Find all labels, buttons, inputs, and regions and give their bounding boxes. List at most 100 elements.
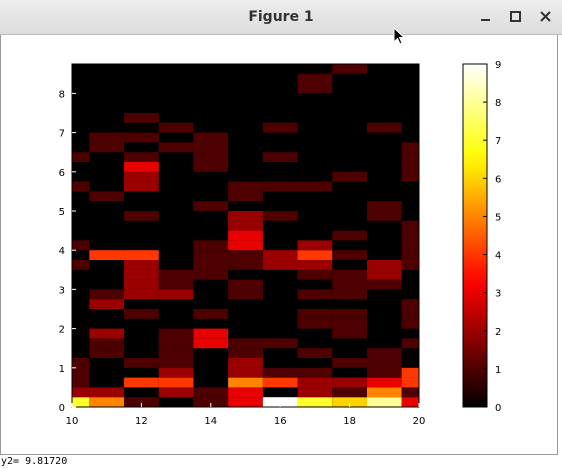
heatmap-cell [228,240,263,250]
heatmap-cell [263,211,298,221]
heatmap-cell [124,250,159,260]
heatmap-cell [228,211,263,221]
heatmap-cell [332,280,367,290]
mouse-pointer-icon [393,27,407,47]
heatmap-cell [228,250,263,260]
heatmap-cell [298,270,333,280]
heatmap-cell [228,280,263,290]
heatmap-cell [89,348,124,358]
colorbar-tick-label: 1 [495,365,501,376]
heatmap-cell [72,182,89,192]
heatmap-cell [159,368,194,378]
heatmap-cell [124,162,159,172]
colorbar-tick-label: 8 [495,98,501,109]
x-tick-label: 18 [343,416,356,427]
heatmap-cell [402,221,419,231]
heatmap-cell [298,84,333,94]
y-tick-label: 0 [59,403,65,414]
heatmap-cell [263,260,298,270]
heatmap-cell [263,182,298,192]
window-border-right [557,35,558,455]
heatmap-cell [124,280,159,290]
y-tick-label: 2 [59,325,65,336]
heatmap-cell [89,299,124,309]
heatmap-cell [193,250,228,260]
close-button[interactable] [533,4,558,29]
heatmap-cell [332,329,367,339]
close-icon [533,4,558,29]
x-tick-label: 12 [135,416,148,427]
y-tick-label: 3 [59,285,65,296]
heatmap-cell [263,250,298,260]
heatmap-cell [89,338,124,348]
minimize-button[interactable] [473,4,498,29]
heatmap-cell [89,289,124,299]
y-tick-label: 5 [59,207,65,218]
heatmap-cell [193,152,228,162]
heatmap-cell [228,221,263,231]
heatmap-cell [72,152,89,162]
heatmap-cell [367,358,402,368]
heatmap-cell [159,289,194,299]
status-readout: y2= 9.81720 [0,455,562,469]
heatmap-cell [159,378,194,388]
heatmap-cell [124,378,159,388]
heatmap-cell [89,329,124,339]
heatmap-cell [193,270,228,280]
heatmap-cell [402,142,419,152]
heatmap-cell [298,182,333,192]
heatmap-cell [193,240,228,250]
figure-canvas[interactable]: 10 12 14 16 18 20 0 1 2 3 4 5 6 7 8 0 1 2 3 4 5 6 7 8 9 [1,35,557,454]
heatmap-cell [228,231,263,241]
maximize-icon [503,4,528,29]
heatmap-cell [402,152,419,162]
heatmap-cell [332,319,367,329]
colorbar-tick-label: 3 [495,289,501,300]
heatmap-cell [332,172,367,182]
y-tick-label: 7 [59,129,65,140]
heatmap-cell [367,378,402,388]
heatmap-cell [193,309,228,319]
maximize-button[interactable] [503,4,528,29]
heatmap-cell [193,133,228,143]
heatmap-cell [263,338,298,348]
colorbar-tick-label: 4 [495,251,501,262]
heatmap-cell [72,378,89,388]
heatmap-cell [298,397,333,407]
heatmap-cell [228,378,263,388]
heatmap-cell [402,338,419,348]
heatmap-cell [298,240,333,250]
y-tick-label: 8 [59,89,65,100]
heatmap-cell [89,142,124,152]
heatmap-cell [402,299,419,309]
heatmap-cell [402,368,419,378]
heatmap-cell [159,270,194,280]
y-tick-label: 1 [59,364,65,375]
heatmap-cell [298,289,333,299]
heatmap-cell [89,387,124,397]
heatmap-cell [159,329,194,339]
colorbar-tick-label: 2 [495,327,501,338]
window-border-left [0,35,1,455]
heatmap-cell [332,64,367,74]
heatmap-cell [332,358,367,368]
heatmap-cell [402,162,419,172]
heatmap-cell [193,338,228,348]
heatmap-cell [402,260,419,270]
heatmap-cell [89,191,124,201]
heatmap-cell [124,309,159,319]
heatmap-cell [72,240,89,250]
heatmap-cell [298,319,333,329]
heatmap-cell [124,260,159,270]
heatmap-cell [72,358,89,368]
heatmap-cell [159,338,194,348]
heatmap-cell [72,387,89,397]
heatmap-cell [402,172,419,182]
heatmap-cell [332,289,367,299]
colorbar[interactable] [463,64,487,407]
heatmap-cell [228,397,263,407]
heatmap-cell [193,387,228,397]
title-bar[interactable]: Figure 1 [0,0,562,35]
colorbar-tick-label: 0 [495,403,501,414]
